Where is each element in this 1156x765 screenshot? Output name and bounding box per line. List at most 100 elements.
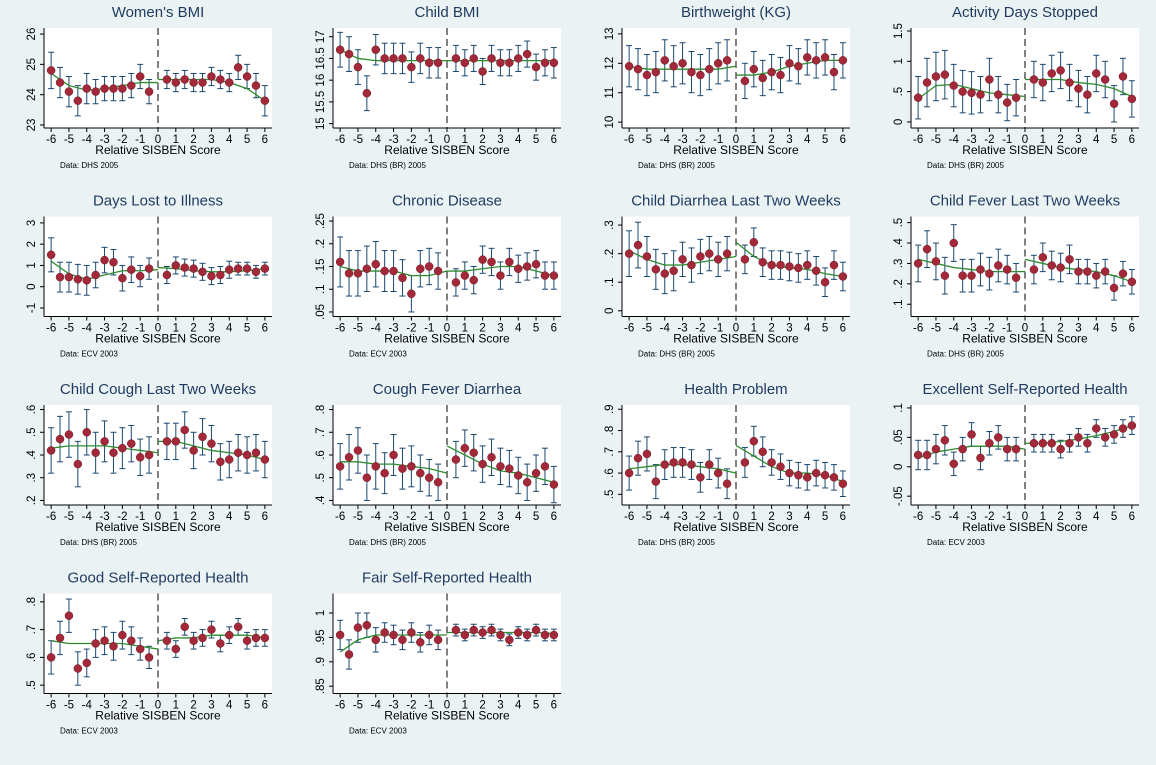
x-tick-label: -3 bbox=[99, 511, 109, 523]
x-tick-label: -1 bbox=[424, 700, 434, 712]
x-axis-label: Relative SISBEN Score bbox=[384, 709, 510, 723]
point bbox=[931, 257, 941, 266]
y-tick-label: 17 bbox=[315, 30, 327, 43]
x-tick-label: -4 bbox=[82, 511, 93, 523]
point bbox=[127, 265, 136, 274]
x-tick-label: -6 bbox=[335, 134, 345, 146]
point bbox=[135, 72, 145, 81]
point bbox=[144, 450, 154, 460]
y-tick-label: .1 bbox=[604, 277, 616, 287]
point bbox=[1074, 267, 1083, 276]
point bbox=[633, 64, 643, 74]
point bbox=[1047, 261, 1056, 270]
x-tick-label: 4 bbox=[226, 511, 233, 523]
source-note: Data: ECV 2003 bbox=[927, 538, 985, 547]
y-tick-label: .6 bbox=[26, 405, 38, 415]
point bbox=[380, 468, 389, 478]
point bbox=[118, 84, 127, 93]
x-tick-label: 1 bbox=[462, 511, 468, 523]
x-tick-label: 0 bbox=[155, 134, 161, 146]
point bbox=[838, 56, 848, 65]
point bbox=[549, 480, 559, 489]
point bbox=[487, 54, 496, 63]
x-tick-label: -3 bbox=[677, 323, 687, 335]
point bbox=[144, 653, 154, 662]
point bbox=[767, 458, 776, 467]
x-tick-label: 3 bbox=[786, 134, 792, 146]
point bbox=[335, 257, 345, 267]
x-tick-label: 6 bbox=[840, 134, 846, 146]
source-note: Data: DHS (BR) 2005 bbox=[638, 161, 715, 170]
point bbox=[162, 270, 172, 280]
point bbox=[64, 272, 74, 282]
point bbox=[803, 473, 812, 482]
point bbox=[109, 642, 118, 651]
point bbox=[225, 78, 234, 87]
point bbox=[478, 255, 487, 264]
y-tick-label: 12 bbox=[604, 57, 616, 70]
x-tick-label: 1 bbox=[751, 134, 757, 146]
point bbox=[740, 458, 750, 467]
point bbox=[776, 260, 785, 270]
x-axis-label: Relative SISBEN Score bbox=[673, 332, 799, 346]
x-tick-label: -6 bbox=[46, 323, 56, 335]
point bbox=[722, 249, 732, 258]
point bbox=[624, 61, 634, 71]
chart-title: Cough Fever Diarrhea bbox=[373, 381, 522, 398]
point bbox=[514, 471, 523, 480]
x-tick-label: 2 bbox=[479, 700, 485, 712]
point bbox=[931, 444, 941, 454]
x-tick-label: -1 bbox=[1002, 511, 1012, 523]
x-tick-label: 4 bbox=[1093, 323, 1100, 335]
x-tick-label: -5 bbox=[353, 323, 363, 335]
x-tick-label: 2 bbox=[479, 134, 485, 146]
point bbox=[82, 428, 91, 437]
source-note: Data: DHS (BR) 2005 bbox=[927, 350, 1004, 359]
x-tick-label: 0 bbox=[1022, 511, 1028, 523]
y-tick-label: 15 bbox=[315, 117, 327, 130]
y-tick-label: .6 bbox=[26, 653, 38, 663]
point bbox=[749, 64, 759, 74]
x-axis-label: Relative SISBEN Score bbox=[384, 520, 510, 534]
x-tick-label: 2 bbox=[479, 511, 485, 523]
point bbox=[55, 272, 65, 282]
point bbox=[469, 54, 478, 63]
x-tick-label: 0 bbox=[733, 511, 739, 523]
point bbox=[451, 54, 461, 63]
point bbox=[1127, 421, 1137, 430]
point bbox=[162, 437, 172, 446]
point bbox=[100, 255, 109, 265]
point bbox=[451, 278, 461, 287]
fit-line bbox=[629, 65, 737, 70]
point bbox=[207, 271, 216, 281]
point bbox=[669, 266, 678, 276]
point bbox=[389, 54, 398, 63]
point bbox=[251, 81, 261, 90]
point bbox=[505, 464, 514, 473]
point bbox=[1002, 444, 1012, 454]
source-note: Data: DHS (BR) 2005 bbox=[349, 538, 426, 547]
x-tick-label: -4 bbox=[82, 323, 93, 335]
point bbox=[171, 437, 181, 446]
point bbox=[660, 460, 669, 469]
x-tick-label: 1 bbox=[1040, 511, 1046, 523]
x-tick-label: 4 bbox=[1093, 511, 1100, 523]
point bbox=[433, 266, 443, 276]
point bbox=[171, 261, 181, 270]
x-tick-label: 0 bbox=[444, 511, 450, 523]
point bbox=[540, 271, 550, 280]
source-note: Data: ECV 2003 bbox=[60, 727, 118, 736]
x-tick-label: -3 bbox=[99, 134, 109, 146]
point bbox=[1100, 433, 1110, 442]
point bbox=[380, 54, 389, 63]
point bbox=[651, 477, 661, 486]
y-tick-label: 0 bbox=[893, 119, 905, 125]
point bbox=[242, 450, 252, 460]
point bbox=[496, 630, 505, 640]
point bbox=[189, 636, 198, 645]
point bbox=[820, 277, 830, 287]
point bbox=[91, 639, 100, 648]
x-tick-label: -5 bbox=[353, 134, 363, 146]
point bbox=[1118, 72, 1128, 81]
